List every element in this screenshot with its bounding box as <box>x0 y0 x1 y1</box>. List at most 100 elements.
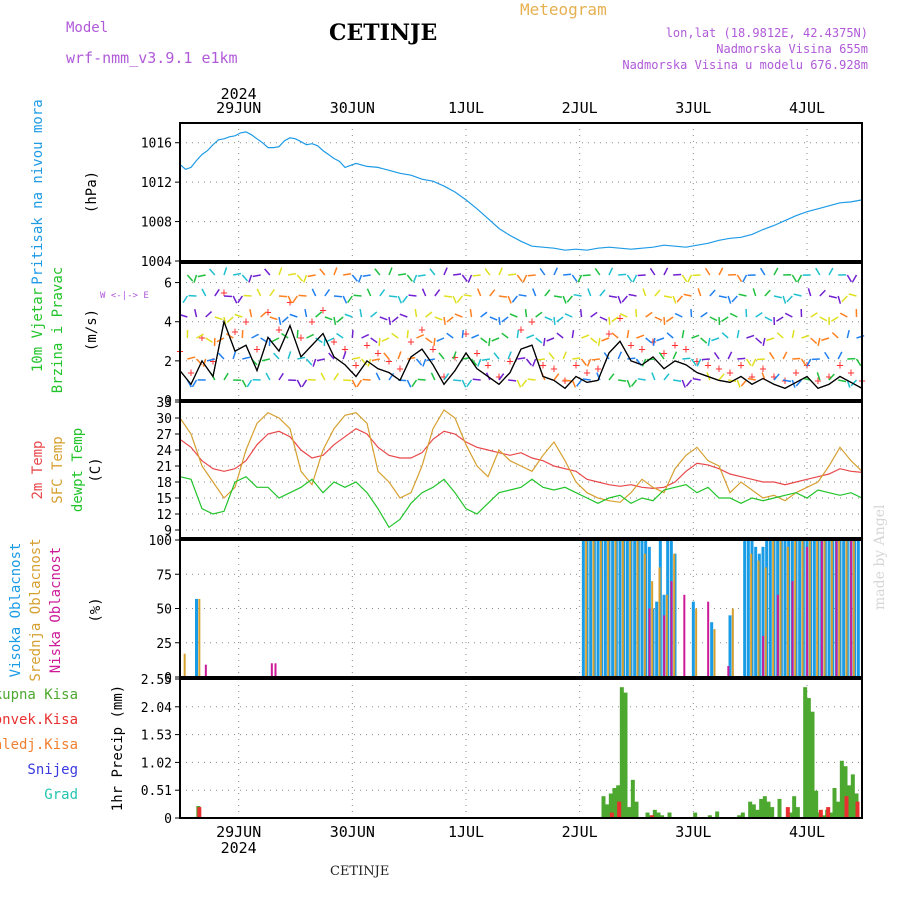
wind-arrow <box>434 289 441 297</box>
wind-arrow <box>256 288 262 297</box>
wind-arrow <box>252 274 261 278</box>
wind-arrow <box>756 358 765 361</box>
precip-bar <box>645 812 650 818</box>
wind-arrow <box>713 351 720 360</box>
precip-bar <box>751 804 756 818</box>
wind-gust-mark: + <box>726 366 733 380</box>
wind-arrow <box>359 308 363 318</box>
precip-bar <box>630 779 635 818</box>
wind-arrow <box>296 274 304 282</box>
cloud-bar <box>816 540 819 677</box>
wind-arrow <box>391 316 399 323</box>
cloud-bar <box>198 598 201 677</box>
wind-arrow <box>828 373 835 381</box>
wind-arrow <box>571 379 577 388</box>
wind-arrow <box>197 274 206 278</box>
cloud-bar <box>585 540 588 677</box>
wind-arrow <box>681 379 686 388</box>
wind-gust-mark: + <box>484 358 491 372</box>
wind-arrow <box>690 358 697 366</box>
wind-arrow <box>324 289 331 297</box>
y-tick-label: 100 <box>149 534 172 549</box>
wind-arrow <box>312 358 317 367</box>
wind-arrow <box>782 351 788 360</box>
wind-arrow <box>319 268 326 276</box>
cloud-bar <box>731 608 734 677</box>
wind-arrow <box>260 311 268 318</box>
wind-arrow <box>651 372 656 381</box>
wind-arrow <box>786 295 793 303</box>
wind-arrow <box>768 351 775 360</box>
wind-arrow <box>214 316 223 321</box>
cloud-bar <box>835 540 838 677</box>
wind-arrow <box>278 316 282 325</box>
wind-gust-mark: + <box>539 358 546 372</box>
wind-arrow <box>446 332 454 339</box>
model-elevation-label: Nadmorska Visina u modelu 676.928m <box>622 58 868 72</box>
cloud-bar <box>786 546 789 677</box>
wind-arrow <box>830 316 839 322</box>
precip-bar <box>803 687 808 818</box>
wind-arrow <box>586 358 592 367</box>
wind-arrow <box>618 273 627 276</box>
wind-arrow <box>297 356 306 360</box>
wind-arrow <box>412 274 418 283</box>
wind-arrow <box>491 337 500 342</box>
wind-arrow <box>729 312 738 318</box>
wind-gust-mark: + <box>594 362 601 376</box>
wind-arrow <box>619 312 628 318</box>
wind-arrow <box>357 274 363 283</box>
wind-gust-mark: + <box>473 346 480 360</box>
wind-arrow <box>414 308 418 318</box>
wind-arrow <box>472 274 481 277</box>
wind-arrow <box>472 378 481 381</box>
wind-arrow <box>582 378 591 381</box>
wind-arrow <box>571 274 578 282</box>
wind-arrow <box>287 351 292 360</box>
wind-arrow <box>839 312 848 318</box>
wind-arrow <box>838 379 847 383</box>
cloud-bar <box>270 663 273 677</box>
wind-arrow <box>522 274 528 283</box>
cloud-bar <box>596 540 600 677</box>
y-tick-label: 25 <box>156 637 172 652</box>
wind-arrow <box>399 313 408 318</box>
wind-arrow <box>287 295 293 304</box>
wind-gust-mark: + <box>572 358 579 372</box>
wind-arrow <box>518 294 527 297</box>
day-label-bottom: 1JUL <box>448 823 484 841</box>
wind-arrow <box>443 316 446 326</box>
wind-arrow <box>736 379 741 388</box>
day-label-top: 29JUN <box>216 99 261 117</box>
footer-station: CETINJE <box>330 864 390 879</box>
wind-arrow <box>766 337 775 342</box>
wind-arrow <box>296 379 302 388</box>
precip-bar <box>623 692 628 818</box>
cloud-bar <box>764 567 767 677</box>
wind-gust-mark: + <box>407 334 414 348</box>
wind-arrow <box>663 373 670 381</box>
precip-bar <box>795 807 800 818</box>
wind-arrow <box>773 267 779 276</box>
wind-arrow <box>193 274 198 283</box>
wind-arrow <box>316 358 325 362</box>
wind-arrow <box>498 316 501 326</box>
wind-arrow <box>742 274 748 283</box>
precip-bar <box>740 812 745 818</box>
wind-ylabel-2: Brzina i Pravac <box>50 267 66 393</box>
precip-bar <box>197 807 202 818</box>
precip-bar <box>844 796 849 818</box>
wind-arrow <box>740 379 748 387</box>
precip-bar <box>619 687 624 818</box>
wind-arrow <box>608 373 615 381</box>
lonlat-label: lon,lat (18.9812E, 42.4375N) <box>665 26 868 40</box>
wind-arrow <box>546 337 555 342</box>
wind-arrow <box>411 379 418 388</box>
wind-arrow <box>736 274 743 283</box>
wind-arrow <box>430 372 436 381</box>
wind-arrow <box>498 295 508 298</box>
wind-arrow <box>645 337 653 344</box>
wind-arrow <box>401 295 408 303</box>
wind-arrow <box>223 316 227 325</box>
wind-arrow <box>507 351 512 360</box>
